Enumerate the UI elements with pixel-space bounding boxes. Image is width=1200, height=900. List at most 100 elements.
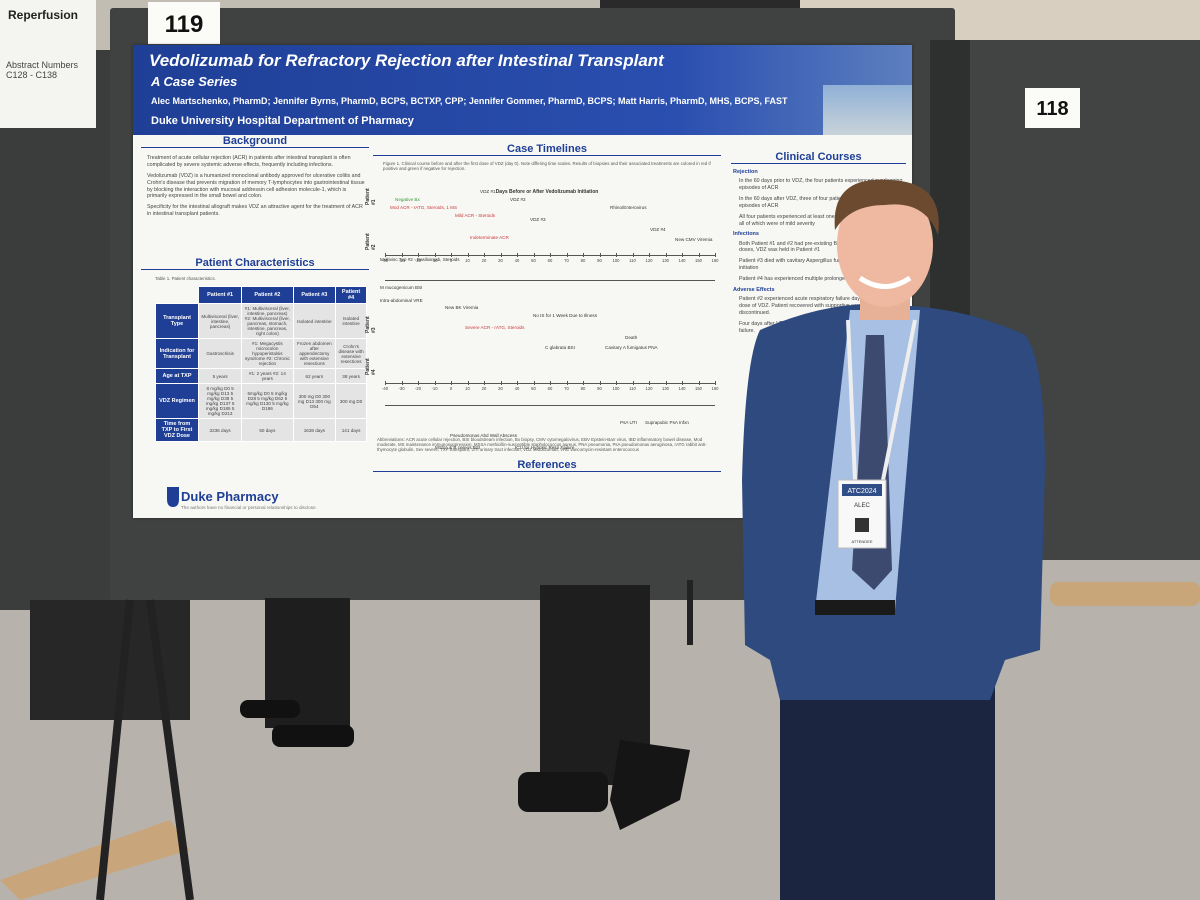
tick-label: 160 bbox=[711, 386, 719, 391]
timeline-event: C glabrata BSI bbox=[545, 345, 575, 350]
row-label: Time from TXP to First VDZ Dose bbox=[155, 418, 199, 442]
sign-title: Reperfusion bbox=[8, 8, 79, 22]
left-board bbox=[0, 50, 120, 610]
timeline-event: Pseudomonas Abd Wall Abscess bbox=[450, 433, 517, 438]
table-cell: 3236 days bbox=[197, 418, 243, 442]
bullet: Patient #3 died with cavitary Aspergillu… bbox=[739, 258, 902, 272]
table-cell: 62 years bbox=[292, 368, 337, 384]
board-number: 119 bbox=[148, 2, 220, 44]
tick-label: 30 bbox=[498, 386, 503, 391]
poster-subtitle: A Case Series bbox=[151, 74, 238, 89]
timeline-event: M mucogenicum BSI bbox=[380, 285, 423, 290]
tick-mark bbox=[467, 253, 469, 257]
section-heading: Background bbox=[141, 135, 369, 148]
timeline-event: PsA UTI bbox=[620, 420, 637, 425]
tick-mark bbox=[434, 253, 436, 257]
table-caption: Table 1. Patient characteristics. bbox=[155, 276, 216, 281]
tick-mark bbox=[698, 381, 700, 385]
tube bbox=[0, 820, 190, 900]
table-row: Transplant Type Multivisceral (liver, int… bbox=[155, 303, 367, 339]
column-header: Patient #2 bbox=[241, 286, 294, 304]
tick-label: 90 bbox=[597, 258, 602, 263]
table-cell: 38 years bbox=[335, 368, 367, 384]
timeline-event: Multivisc Txp #2 - Basiliximab, Steroids bbox=[380, 257, 460, 262]
board-number: 118 bbox=[1025, 88, 1080, 128]
section-heading: Case Timelines bbox=[373, 143, 721, 156]
row-label: Indication for Transplant bbox=[155, 338, 199, 369]
tick-mark bbox=[715, 381, 716, 385]
sign-text: Abstract Numbers C128 - C138 bbox=[6, 60, 79, 80]
tick-label: 150 bbox=[695, 386, 702, 391]
belt bbox=[815, 600, 895, 615]
tick-label: 80 bbox=[580, 258, 586, 263]
shoe bbox=[518, 772, 608, 812]
easel-leg bbox=[96, 599, 134, 900]
shoe bbox=[610, 740, 690, 830]
tick-label: 120 bbox=[645, 386, 653, 391]
affiliation: Duke University Hospital Department of P… bbox=[151, 115, 414, 127]
bullet: All four patients experienced at least o… bbox=[739, 213, 899, 227]
row-label: Transplant Type bbox=[155, 303, 199, 339]
badge-qr bbox=[855, 518, 869, 532]
table-cell: #1: Megacystis microcolon hypoperistalsi… bbox=[241, 338, 294, 369]
tick-mark bbox=[682, 381, 683, 385]
tick-label: 110 bbox=[629, 258, 636, 263]
tick-mark bbox=[550, 381, 551, 385]
timeline-axis bbox=[385, 405, 715, 406]
tick-label: -30 bbox=[398, 386, 405, 391]
section-heading: Patient Characteristics bbox=[141, 257, 369, 270]
tick-mark bbox=[451, 253, 452, 257]
smile bbox=[858, 275, 912, 289]
tick-label: 60 bbox=[547, 386, 553, 391]
tick-label: 140 bbox=[678, 258, 686, 263]
bullet: Vedolizumab (VDZ) is a humanized monoclo… bbox=[147, 172, 365, 200]
timeline-event: Death bbox=[625, 335, 638, 340]
timeline-event: Mild ACR - Steroids bbox=[455, 213, 496, 218]
tick-mark bbox=[599, 381, 601, 385]
figure-caption: Figure 1. Clinical course before and aft… bbox=[383, 161, 711, 171]
table-cell: 300 mg D0 300 mg D13 300 mg D54 bbox=[292, 383, 337, 419]
tick-label: 120 bbox=[645, 258, 653, 263]
badge-role: ATTENDEE bbox=[851, 539, 872, 544]
timeline-event: VDZ #4 bbox=[650, 227, 666, 232]
tick-label: 70 bbox=[564, 258, 569, 263]
bullet: In the 60 days prior to VDZ, the four pa… bbox=[739, 178, 903, 192]
tick-label: 100 bbox=[612, 258, 620, 263]
tick-label: -20 bbox=[414, 258, 422, 263]
tick-label: 50 bbox=[531, 258, 536, 263]
tick-label: 100 bbox=[612, 386, 620, 391]
tick-label: 90 bbox=[597, 386, 602, 391]
badge-event: ATC2024 bbox=[847, 488, 876, 495]
tick-label: 0 bbox=[449, 386, 453, 391]
tick-mark bbox=[715, 253, 716, 257]
table-cell: Crohn's disease with extensive resection… bbox=[335, 338, 367, 369]
tick-mark bbox=[665, 253, 667, 257]
tick-mark bbox=[500, 253, 502, 257]
tick-mark bbox=[418, 381, 419, 385]
table-cell: 50 days bbox=[241, 418, 294, 442]
tick-mark bbox=[682, 253, 683, 257]
table-cell: 6mg/kg D0 5 mg/kg D28 5 mg/kg D62 5 mg/k… bbox=[241, 383, 294, 419]
tick-label: -20 bbox=[414, 386, 422, 391]
tick-mark bbox=[484, 381, 485, 385]
timeline-event: VDZ #1 bbox=[480, 189, 496, 194]
tick-label: -10 bbox=[431, 386, 438, 391]
tick-label: -10 bbox=[431, 258, 438, 263]
timeline-event: VDZ #3 bbox=[530, 217, 546, 222]
tick-mark bbox=[566, 253, 568, 257]
footer-note: The authors have no financial or persona… bbox=[181, 505, 317, 510]
tick-label: 70 bbox=[564, 386, 569, 391]
tick-mark bbox=[500, 381, 502, 385]
tick-mark bbox=[649, 381, 650, 385]
tick-mark bbox=[649, 253, 650, 257]
tick-mark bbox=[599, 253, 601, 257]
bullet: In the 60 days after VDZ, three of four … bbox=[739, 195, 888, 209]
column-header: Patient #4 bbox=[335, 286, 367, 304]
tick-mark bbox=[517, 253, 518, 257]
shoe bbox=[272, 725, 354, 747]
tick-mark bbox=[451, 381, 452, 385]
tick-mark bbox=[434, 381, 436, 385]
tick-mark bbox=[401, 381, 403, 385]
timeline-event: Severe ACR - rATG, Steroids bbox=[465, 325, 525, 330]
